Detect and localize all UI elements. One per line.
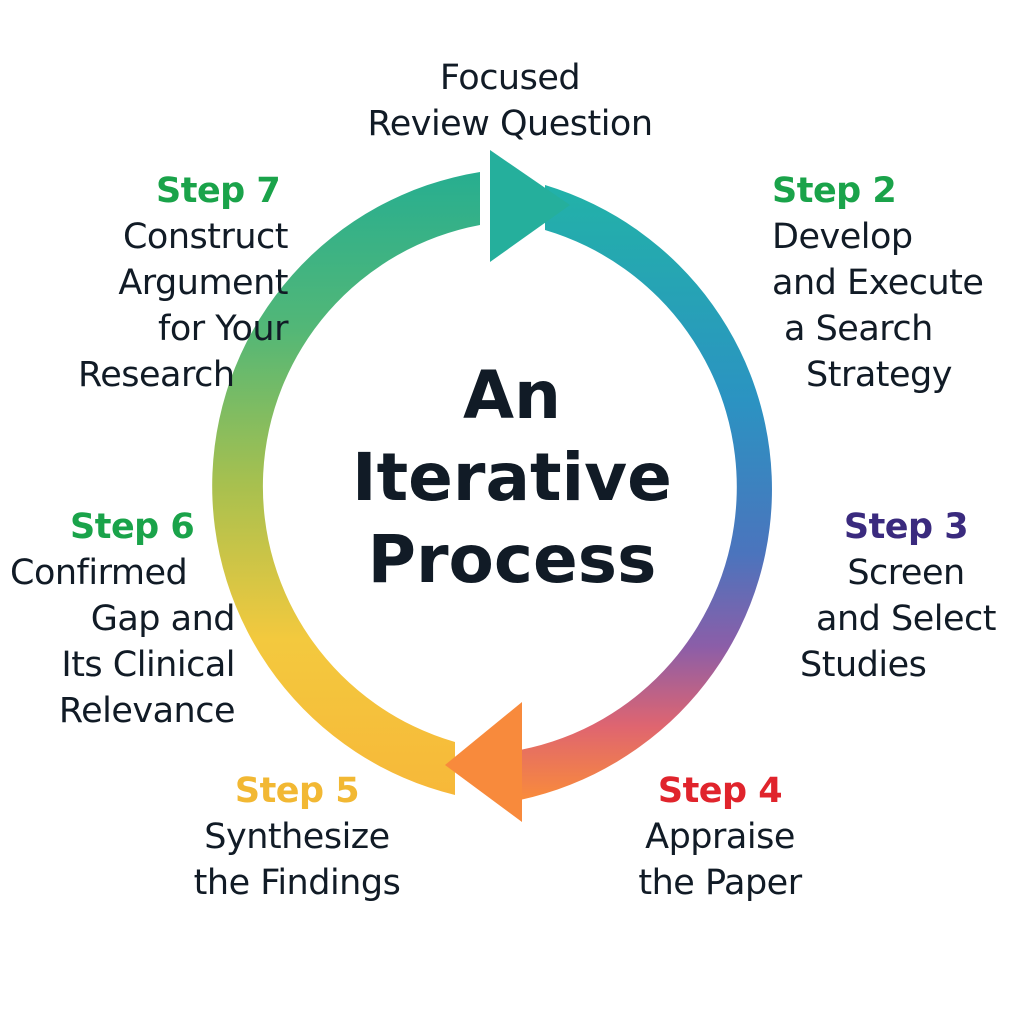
step-2-label: Step 2 Develop and Execute a Search Stra…	[772, 168, 984, 398]
step-7-line: Construct	[122, 217, 289, 257]
step-4-line: Appraise	[645, 817, 795, 857]
step-6-title: Step 6	[70, 507, 195, 547]
center-title: An Iterative Process	[312, 355, 712, 601]
ring-left-segment	[212, 172, 480, 795]
step-7-title: Step 7	[156, 171, 281, 211]
step-6-line: Gap and	[90, 599, 236, 639]
step-6-label: Step 6 Confirmed Gap and Its Clinical Re…	[10, 504, 236, 734]
start-line: Review Question	[367, 104, 653, 144]
step-3-line: Screen	[847, 553, 965, 593]
step-2-line: Develop	[772, 217, 913, 257]
step-4-label: Step 4 Appraise the Paper	[610, 768, 830, 906]
step-3-title: Step 3	[843, 507, 969, 547]
step-2-title: Step 2	[772, 171, 897, 211]
step-6-line: Its Clinical	[61, 645, 235, 685]
step-2-line: a Search	[784, 309, 933, 349]
top-arrowhead	[490, 150, 570, 262]
bottom-arrowhead	[445, 702, 522, 822]
step-4-title: Step 4	[657, 771, 783, 811]
step-3-label: Step 3 Screen and Select Studies	[800, 504, 1012, 688]
step-2-line: and Execute	[772, 263, 984, 303]
step-3-line: and Select	[816, 599, 996, 639]
center-title-line: Iterative	[352, 439, 672, 516]
center-title-line: Process	[367, 521, 657, 598]
start-line: Focused	[439, 58, 581, 98]
step-3-line: Studies	[800, 645, 927, 685]
step-7-line: for Your	[158, 309, 288, 349]
center-title-line: An	[462, 357, 562, 434]
start-label: Focused Review Question	[330, 55, 690, 147]
step-7-label: Step 7 Construct Argument for Your Resea…	[78, 168, 289, 398]
step-6-line: Confirmed	[10, 553, 188, 593]
step-5-label: Step 5 Synthesize the Findings	[172, 768, 422, 906]
ring-right-segment	[520, 185, 772, 800]
step-4-line: the Paper	[638, 863, 802, 903]
step-7-line: Argument	[118, 263, 288, 303]
step-2-line: Strategy	[806, 355, 952, 395]
step-6-line: Relevance	[58, 691, 236, 731]
step-5-line: the Findings	[193, 863, 401, 903]
step-5-line: Synthesize	[204, 817, 390, 857]
step-5-title: Step 5	[234, 771, 360, 811]
step-7-line: Research	[78, 355, 235, 395]
